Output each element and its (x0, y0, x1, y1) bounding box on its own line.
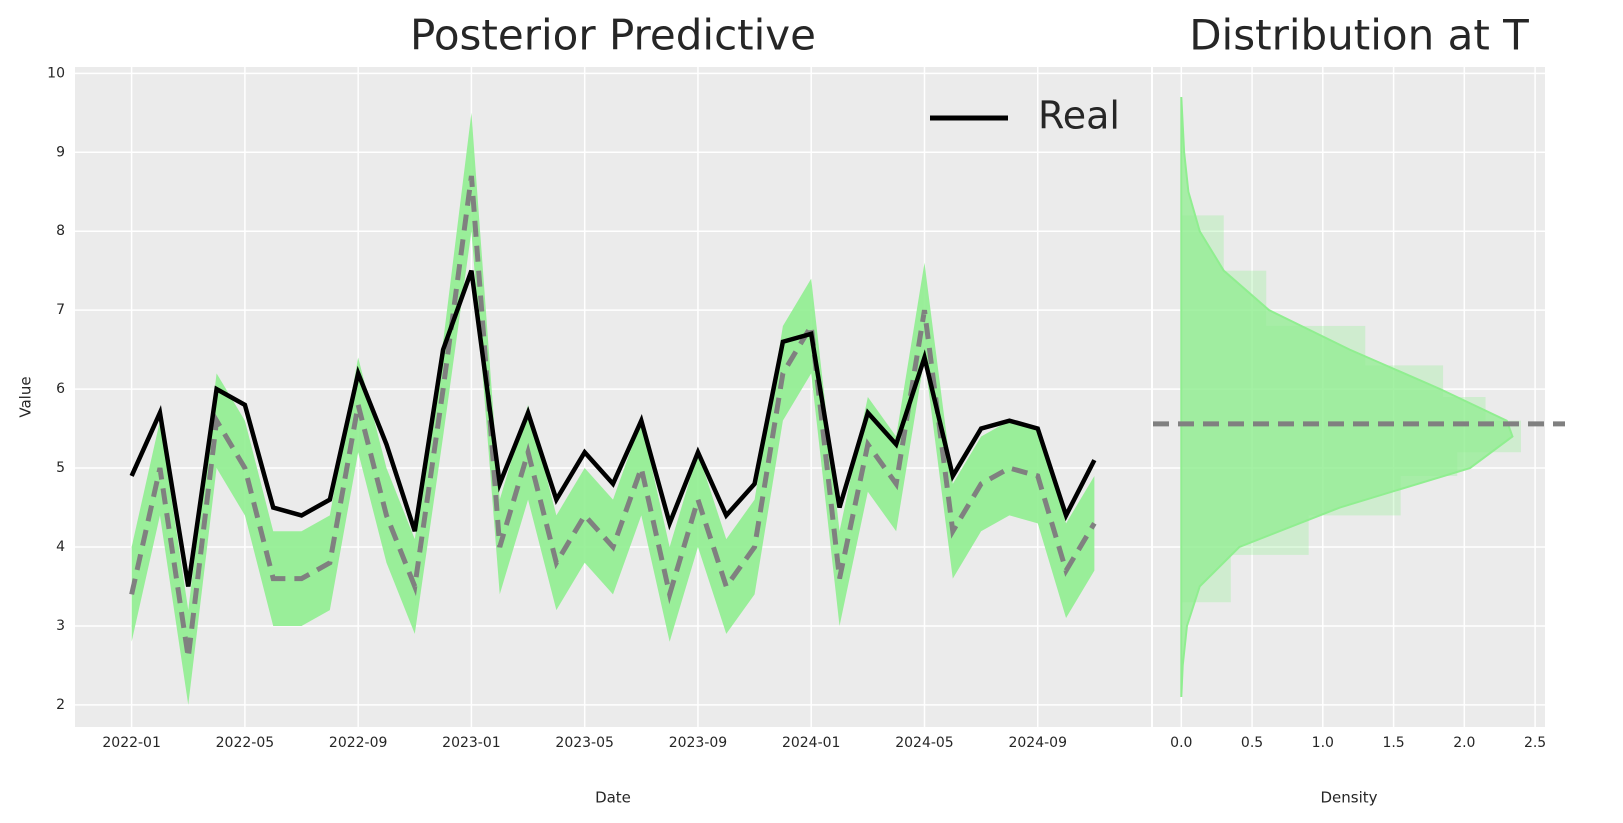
x-tick-label: 2023-09 (669, 735, 728, 751)
y-tick-label: 10 (47, 65, 65, 81)
y-tick-label: 3 (56, 618, 65, 634)
x-tick-label: 2024-01 (782, 735, 841, 751)
plot-area (75, 67, 1151, 727)
legend-label: Real (1038, 94, 1120, 138)
y-tick-label: 6 (56, 381, 65, 397)
chart-title: Posterior Predictive (410, 11, 816, 60)
density-area (1180, 96, 1514, 698)
x-tick-label: 2023-01 (442, 735, 501, 751)
x-tick-label: 2022-01 (102, 735, 161, 751)
band (131, 112, 1095, 705)
line (129, 269, 1097, 587)
y-tick-label: 5 (56, 460, 65, 476)
x-tick-label: 2022-05 (216, 735, 275, 751)
y-axis-label: Value (17, 376, 35, 417)
chart-title: Distribution at T (1189, 11, 1529, 60)
x-tick-label: 2024-09 (1008, 735, 1067, 751)
x-tick-label: 1.5 (1382, 735, 1404, 751)
x-tick-label: 2022-09 (329, 735, 388, 751)
x-tick-label: 2.0 (1453, 735, 1475, 751)
y-tick-label: 2 (56, 697, 65, 713)
x-tick-label: 0.5 (1241, 735, 1263, 751)
x-tick-label: 1.0 (1312, 735, 1334, 751)
x-tick-label: 2.5 (1524, 735, 1546, 751)
x-tick-label: 2024-05 (895, 735, 954, 751)
mean-line (129, 175, 1097, 658)
x-axis-label: Date (595, 789, 631, 807)
y-tick-label: 4 (56, 539, 65, 555)
x-tick-label: 2023-05 (555, 735, 614, 751)
y-tick-label: 7 (56, 302, 65, 318)
y-tick-label: 8 (56, 223, 65, 239)
x-tick-label: 0.0 (1170, 735, 1192, 751)
y-tick-label: 9 (56, 144, 65, 160)
x-axis-label: Density (1320, 789, 1377, 807)
